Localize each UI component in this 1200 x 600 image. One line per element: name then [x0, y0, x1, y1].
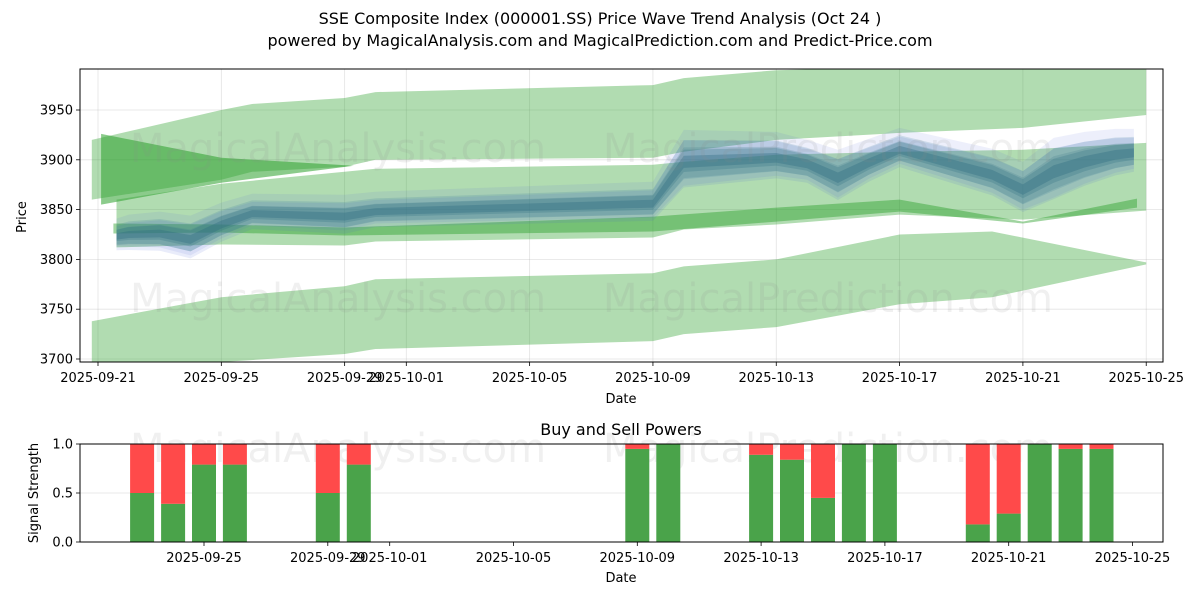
- wave-layer: [116, 135, 1134, 252]
- buy-bar: [315, 493, 340, 542]
- main-grid: [80, 69, 1163, 362]
- buy-bar: [656, 444, 681, 542]
- bar-x-label: Date: [605, 571, 636, 586]
- y-tick-label: 3700: [40, 353, 73, 368]
- sell-bar: [811, 444, 835, 498]
- sell-bar: [192, 444, 216, 465]
- watermark: MagicalAnalysis.com: [130, 126, 546, 172]
- chart-title: SSE Composite Index (000001.SS) Price Wa…: [318, 9, 882, 28]
- wave-layer: [116, 136, 1134, 259]
- buy-bar: [161, 503, 186, 542]
- y-tick-label: 0.5: [52, 487, 73, 502]
- wave-layer: [116, 141, 1134, 252]
- buy-bar: [1027, 444, 1052, 542]
- x-tick-label: 2025-10-25: [1108, 371, 1184, 386]
- sell-bar: [1089, 444, 1114, 449]
- band-inner-trend: [113, 198, 1137, 236]
- x-tick-label: 2025-10-09: [600, 551, 676, 566]
- x-tick-label: 2025-10-17: [862, 371, 938, 386]
- bars: [130, 444, 1114, 542]
- band-upper-band: [91, 69, 1147, 200]
- x-tick-label: 2025-10-09: [615, 371, 691, 386]
- x-tick-label: 2025-10-13: [738, 371, 814, 386]
- x-tick-label: 2025-09-29: [307, 371, 383, 386]
- x-tick-label: 2025-10-17: [847, 551, 923, 566]
- x-tick-label: 2025-10-21: [971, 551, 1047, 566]
- main-bands: [91, 69, 1147, 362]
- y-tick-label: 1.0: [52, 438, 73, 453]
- wave-layer: [116, 127, 1134, 256]
- sell-bar: [346, 444, 371, 465]
- y-tick-label: 3800: [40, 253, 73, 268]
- band-lower-band: [91, 231, 1147, 362]
- sell-bar: [222, 444, 247, 465]
- bar-chart-title: Buy and Sell Powers: [540, 420, 702, 439]
- sell-bar: [965, 444, 990, 525]
- x-tick-label: 2025-09-29: [290, 551, 366, 566]
- main-y-ticks: 3700 3750 3800 3850 3900 3950: [40, 104, 80, 368]
- buy-bar: [872, 444, 897, 542]
- x-tick-label: 2025-10-05: [476, 551, 552, 566]
- watermark: MagicalAnalysis.com: [130, 276, 546, 322]
- x-tick-label: 2025-10-05: [492, 371, 568, 386]
- buy-bar: [346, 464, 371, 542]
- sell-bar: [749, 444, 774, 455]
- buy-bar: [130, 493, 155, 542]
- sell-bar: [625, 444, 650, 449]
- chart-subtitle: powered by MagicalAnalysis.com and Magic…: [267, 31, 933, 50]
- sell-bar: [161, 444, 186, 504]
- sell-bar: [780, 444, 804, 460]
- bar-y-ticks: 0.0 0.5 1.0: [52, 438, 80, 551]
- buy-bar: [996, 513, 1021, 542]
- y-tick-label: 0.0: [52, 536, 73, 551]
- buy-bar: [1058, 448, 1083, 542]
- buy-bar: [780, 459, 804, 542]
- watermark: MagicalPrediction.com: [603, 126, 1053, 172]
- x-tick-label: 2025-10-01: [369, 371, 445, 386]
- buy-bar: [1089, 448, 1114, 542]
- buy-bar: [192, 464, 216, 542]
- main-y-label: Price: [15, 201, 30, 233]
- x-tick-label: 2025-09-25: [184, 371, 260, 386]
- x-tick-label: 2025-09-21: [60, 371, 136, 386]
- band-initial-trend-wedge: [101, 133, 354, 205]
- main-axes-frame: [79, 68, 1164, 363]
- band-middle-band: [116, 142, 1147, 248]
- sell-bar: [130, 444, 155, 493]
- y-tick-label: 3750: [40, 303, 73, 318]
- x-tick-label: 2025-10-01: [352, 551, 428, 566]
- sell-bar: [315, 444, 340, 493]
- x-tick-label: 2025-09-25: [166, 551, 242, 566]
- x-tick-label: 2025-10-25: [1095, 551, 1171, 566]
- x-tick-label: 2025-10-13: [723, 551, 799, 566]
- main-x-label: Date: [605, 392, 636, 407]
- buy-bar: [811, 497, 835, 542]
- main-wave: [116, 127, 1134, 259]
- buy-bar: [965, 524, 990, 542]
- y-tick-label: 3900: [40, 153, 73, 168]
- buy-bar: [841, 444, 866, 542]
- bar-y-label: Signal Strength: [27, 443, 42, 543]
- main-watermarks: MagicalAnalysis.com MagicalPrediction.co…: [130, 126, 1053, 322]
- watermark: MagicalPrediction.com: [603, 276, 1053, 322]
- main-x-ticks: 2025-09-21 2025-09-25 2025-09-292025-10-01…: [60, 362, 1184, 386]
- sell-bar: [1058, 444, 1083, 449]
- buy-bar: [222, 464, 247, 542]
- y-tick-label: 3850: [40, 203, 73, 218]
- x-tick-label: 2025-10-21: [985, 371, 1061, 386]
- y-tick-label: 3950: [40, 104, 73, 119]
- buy-bar: [749, 454, 774, 542]
- sell-bar: [996, 444, 1021, 514]
- buy-bar: [625, 448, 650, 542]
